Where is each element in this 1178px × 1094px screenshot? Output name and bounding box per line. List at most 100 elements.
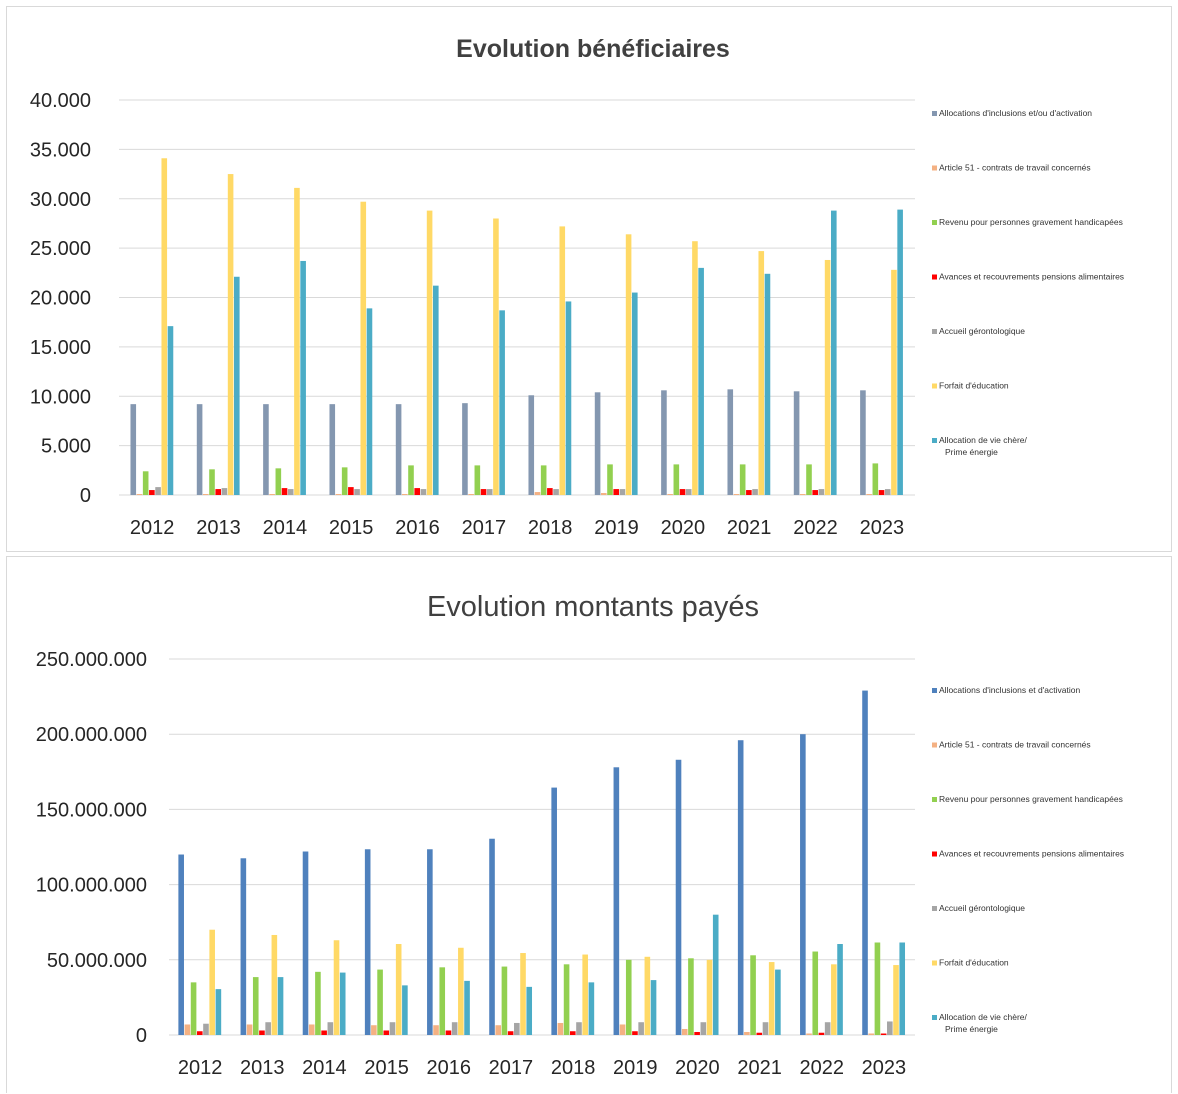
bar xyxy=(860,390,866,495)
bar xyxy=(694,1031,700,1035)
y-tick-label: 0 xyxy=(136,1025,147,1047)
y-tick-label: 20.000 xyxy=(30,288,91,310)
y-tick-label: 35.000 xyxy=(30,139,91,161)
bar xyxy=(872,463,879,495)
bar xyxy=(335,494,342,495)
x-tick-label: 2021 xyxy=(737,1057,782,1079)
bar xyxy=(806,464,812,495)
bar xyxy=(360,201,367,495)
legend-label: Article 51 - contrats de travail concern… xyxy=(939,163,1091,173)
x-tick-label: 2012 xyxy=(178,1057,223,1079)
y-tick-label: 40.000 xyxy=(30,90,91,112)
bar xyxy=(673,464,680,495)
bar xyxy=(887,1021,893,1035)
y-tick-label: 150.000.000 xyxy=(36,799,147,821)
bar xyxy=(327,1022,334,1035)
bar xyxy=(764,273,771,495)
bar xyxy=(445,1030,452,1035)
bar xyxy=(462,403,468,495)
bar xyxy=(395,404,402,495)
bar xyxy=(613,767,620,1035)
bar xyxy=(287,489,294,495)
bar xyxy=(514,1022,520,1035)
x-tick-label: 2018 xyxy=(528,517,573,539)
bar xyxy=(744,1031,750,1035)
bar xyxy=(824,1022,831,1035)
legend-swatch xyxy=(932,274,937,280)
bar xyxy=(688,958,694,1035)
bar xyxy=(377,969,383,1035)
x-tick-label: 2020 xyxy=(675,1057,720,1079)
y-tick-label: 10.000 xyxy=(30,386,91,408)
bar xyxy=(752,489,758,495)
bar xyxy=(184,1024,191,1035)
bar xyxy=(800,494,806,495)
bar xyxy=(899,942,906,1035)
bar xyxy=(706,959,713,1035)
bar xyxy=(333,940,340,1035)
bar xyxy=(458,947,464,1035)
y-tick-label: 0 xyxy=(80,485,91,507)
x-tick-label: 2015 xyxy=(329,517,374,539)
bar xyxy=(831,964,837,1035)
legend-label: Avances et recouvrements pensions alimen… xyxy=(939,849,1124,859)
bar xyxy=(661,390,667,495)
bar xyxy=(824,259,831,495)
bar xyxy=(582,954,588,1035)
bar xyxy=(300,260,306,495)
bar xyxy=(161,158,168,495)
y-tick-label: 100.000.000 xyxy=(36,875,147,897)
legend-swatch xyxy=(932,797,937,802)
chart-beneficiaires-svg: Evolution bénéficiaires 0 5.000 10.000 15.00… xyxy=(30,35,1124,539)
bar xyxy=(650,980,657,1035)
bar xyxy=(758,251,765,495)
bar xyxy=(341,467,348,495)
bar xyxy=(259,1030,265,1035)
x-tick-label: 2019 xyxy=(613,1057,658,1079)
bar xyxy=(167,326,174,495)
bar xyxy=(862,690,868,1035)
bar xyxy=(812,490,818,495)
bar xyxy=(700,1022,707,1035)
bar xyxy=(681,1028,688,1035)
bar xyxy=(594,392,601,495)
bar xyxy=(339,972,346,1035)
chart-montants-payes: Evolution montants payés 0 50.000.000 100.0… xyxy=(6,556,1172,1093)
bar xyxy=(685,489,692,495)
legend-label: Allocations d'inclusions et/ou d'activat… xyxy=(939,108,1092,118)
bar xyxy=(265,1022,271,1035)
legend-label-line2: Prime énergie xyxy=(945,1024,998,1034)
legend-swatch xyxy=(932,1015,937,1020)
bar xyxy=(196,404,203,495)
legend-label: Accueil gérontologique xyxy=(939,326,1025,336)
bar xyxy=(395,944,402,1035)
legend-swatch xyxy=(932,329,937,334)
bar xyxy=(559,226,566,495)
bar xyxy=(294,187,300,495)
bar xyxy=(818,1032,825,1035)
x-tick-label: 2022 xyxy=(793,517,838,539)
bar xyxy=(551,787,557,1035)
bar xyxy=(632,292,638,495)
bar xyxy=(271,934,278,1035)
bar xyxy=(806,1033,812,1035)
bar xyxy=(880,1033,887,1035)
bar xyxy=(727,389,734,495)
y-tick-label: 25.000 xyxy=(30,238,91,260)
legend-swatch xyxy=(932,111,937,116)
bar xyxy=(768,962,775,1035)
bar xyxy=(712,914,719,1035)
bar xyxy=(321,1030,327,1035)
bar xyxy=(315,971,321,1035)
bar xyxy=(329,404,336,495)
bar xyxy=(837,944,843,1035)
x-tick-label: 2023 xyxy=(862,1057,907,1079)
bar xyxy=(601,493,607,495)
bar xyxy=(489,838,495,1035)
x-tick-label: 2013 xyxy=(196,517,241,539)
bar xyxy=(501,966,508,1035)
x-tick-label: 2017 xyxy=(489,1057,534,1079)
x-tick-label: 2012 xyxy=(130,517,175,539)
bar xyxy=(142,471,149,495)
bar xyxy=(468,494,474,495)
